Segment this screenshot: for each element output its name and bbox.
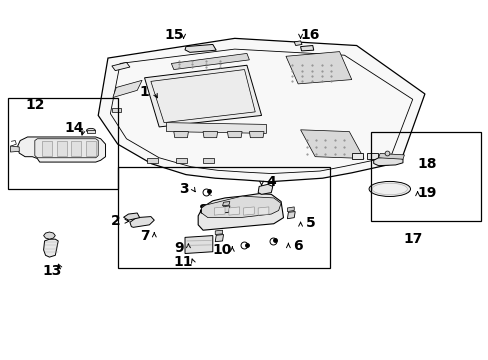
Text: 5: 5 <box>305 216 315 230</box>
Polygon shape <box>112 62 130 71</box>
Polygon shape <box>243 207 254 215</box>
Text: 2: 2 <box>110 214 120 228</box>
Polygon shape <box>144 65 261 127</box>
Text: 3: 3 <box>179 182 188 196</box>
Text: 4: 4 <box>266 175 276 189</box>
Bar <box>42 141 52 156</box>
Text: 8: 8 <box>198 203 207 217</box>
Text: 11: 11 <box>173 256 193 270</box>
Polygon shape <box>258 207 268 215</box>
Polygon shape <box>227 132 242 138</box>
Polygon shape <box>113 80 142 98</box>
Polygon shape <box>130 217 154 227</box>
Text: 19: 19 <box>417 185 436 199</box>
Bar <box>147 158 158 163</box>
Polygon shape <box>166 123 266 134</box>
Text: 7: 7 <box>140 229 149 243</box>
Text: 13: 13 <box>42 265 61 278</box>
Polygon shape <box>287 212 295 219</box>
Polygon shape <box>184 44 216 52</box>
Polygon shape <box>123 213 140 220</box>
Bar <box>370 132 480 221</box>
Polygon shape <box>222 206 229 213</box>
Polygon shape <box>287 207 294 212</box>
Polygon shape <box>294 41 302 45</box>
Polygon shape <box>173 132 188 138</box>
Polygon shape <box>300 130 363 158</box>
Polygon shape <box>228 207 239 215</box>
Polygon shape <box>18 137 105 162</box>
Text: 6: 6 <box>293 239 303 253</box>
Bar <box>118 167 329 268</box>
Ellipse shape <box>368 181 410 197</box>
Text: 10: 10 <box>212 243 232 257</box>
Polygon shape <box>214 207 224 215</box>
Text: 18: 18 <box>417 157 436 171</box>
Text: 14: 14 <box>64 121 83 135</box>
Polygon shape <box>285 51 351 84</box>
Text: 9: 9 <box>174 241 183 255</box>
Polygon shape <box>98 39 424 182</box>
Bar <box>203 158 213 163</box>
Polygon shape <box>198 194 283 230</box>
Polygon shape <box>184 235 212 253</box>
Polygon shape <box>171 53 249 69</box>
Polygon shape <box>373 157 402 166</box>
Text: 16: 16 <box>300 28 319 42</box>
Text: 15: 15 <box>163 28 183 42</box>
Bar <box>176 158 186 163</box>
Bar <box>57 141 66 156</box>
Polygon shape <box>215 234 223 242</box>
Polygon shape <box>378 153 404 159</box>
Polygon shape <box>222 202 229 206</box>
Text: 17: 17 <box>402 232 422 246</box>
Bar <box>112 108 121 112</box>
Polygon shape <box>249 132 264 138</box>
Bar <box>351 153 362 159</box>
Polygon shape <box>201 196 281 218</box>
Text: 1: 1 <box>140 85 149 99</box>
Ellipse shape <box>86 129 95 133</box>
Bar <box>8 98 118 189</box>
Ellipse shape <box>371 183 407 195</box>
Polygon shape <box>35 139 98 158</box>
Bar <box>366 153 377 159</box>
Polygon shape <box>215 230 222 234</box>
Text: 12: 12 <box>25 98 44 112</box>
Bar <box>71 141 81 156</box>
Polygon shape <box>43 239 58 257</box>
Polygon shape <box>300 45 313 51</box>
Bar <box>86 130 95 134</box>
Polygon shape <box>258 184 272 194</box>
Polygon shape <box>203 132 217 138</box>
Bar <box>86 141 96 156</box>
Polygon shape <box>10 146 19 152</box>
Polygon shape <box>43 232 55 239</box>
